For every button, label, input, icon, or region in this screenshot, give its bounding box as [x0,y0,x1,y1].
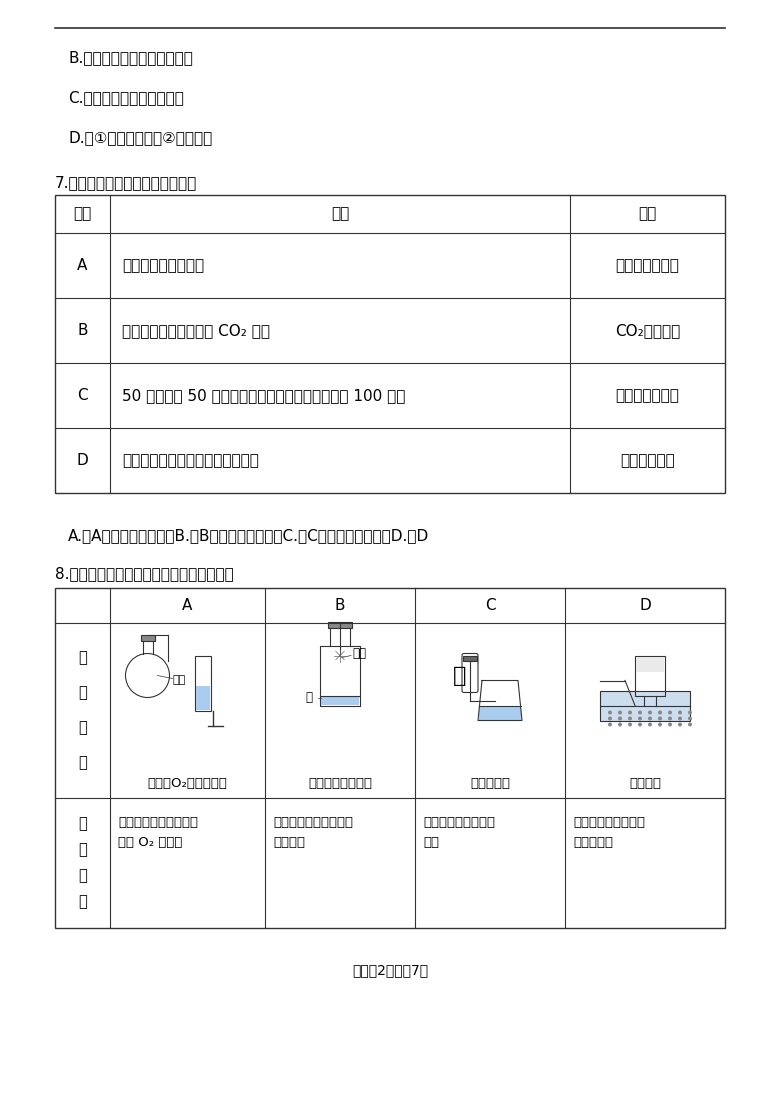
Circle shape [688,717,692,720]
Bar [636,656,664,672]
Bar [328,621,352,628]
Text: 50 毫升水与 50 毫升乙醇混合，混合后总体积小于 100 毫升: 50 毫升水与 50 毫升乙醇混合，混合后总体积小于 100 毫升 [122,388,406,403]
Text: 水: 水 [78,816,87,832]
Text: 防止融融物溅落下来炸: 防止融融物溅落下来炸 [273,816,353,829]
Circle shape [628,717,632,720]
Text: 用: 用 [78,895,87,910]
Text: 容: 容 [78,756,87,771]
Circle shape [688,722,692,727]
Circle shape [628,722,632,727]
Text: 通过量筒中水体积变化: 通过量筒中水体积变化 [118,816,198,829]
Text: 的: 的 [78,843,87,857]
Text: 查。: 查。 [423,836,439,849]
Text: 验: 验 [78,685,87,700]
Circle shape [668,717,672,720]
Text: 何时集满。: 何时集满。 [573,836,613,849]
Circle shape [638,710,642,715]
Text: 红磷: 红磷 [172,675,186,685]
Circle shape [608,717,612,720]
Text: 分子可以再分: 分子可以再分 [620,453,675,468]
Text: 分子在不断运动: 分子在不断运动 [615,258,679,274]
Text: 检查气密性: 检查气密性 [470,777,510,790]
Bar [321,696,359,705]
Circle shape [608,722,612,727]
Text: ✋: ✋ [453,665,466,685]
Text: 裂集气瓶: 裂集气瓶 [273,836,305,849]
Bar [635,655,665,696]
Text: 铁丝: 铁丝 [352,647,366,660]
Circle shape [618,710,622,715]
Text: 铁丝在氧气中燃烧: 铁丝在氧气中燃烧 [308,777,372,790]
Bar [140,634,154,641]
Bar [55,195,725,493]
Text: C: C [484,598,495,613]
Bar [196,685,210,709]
Circle shape [668,710,672,715]
Circle shape [678,722,682,727]
Text: C: C [77,388,88,403]
Text: D.　①表示阴离子，②表示原子: D. ①表示阴离子，②表示原子 [68,130,212,144]
Circle shape [638,717,642,720]
Circle shape [618,717,622,720]
Circle shape [648,722,652,727]
Text: A: A [183,598,193,613]
Text: B: B [335,598,346,613]
Text: 解释: 解释 [638,206,657,222]
Text: D: D [76,453,88,468]
Text: A: A [77,258,87,274]
Circle shape [608,710,612,715]
Circle shape [678,717,682,720]
Text: 降温，便于气密性检: 降温，便于气密性检 [423,816,495,829]
Bar [600,690,690,720]
Text: 试卷第2页，总7页: 试卷第2页，总7页 [352,963,428,977]
Text: CO₂分子很小: CO₂分子很小 [615,323,680,338]
Bar [55,588,725,928]
Circle shape [628,710,632,715]
Bar [194,655,211,710]
Bar [463,655,477,661]
Text: 作: 作 [78,868,87,884]
Text: 内: 内 [78,720,87,736]
Circle shape [658,717,662,720]
Text: 得出 O₂ 的体积: 得出 O₂ 的体积 [118,836,183,849]
Text: 用肉眼不能直接观察到 CO₂ 分子: 用肉眼不能直接观察到 CO₂ 分子 [122,323,270,338]
Text: D: D [639,598,651,613]
Circle shape [688,710,692,715]
Text: 水: 水 [305,690,312,704]
Text: 收集氧气: 收集氧气 [629,777,661,790]
Circle shape [658,722,662,727]
Text: 排净空气，便于观察: 排净空气，便于观察 [573,816,645,829]
Circle shape [648,717,652,720]
Text: 冰受热变为水，水受热变为水蒸气: 冰受热变为水，水受热变为水蒸气 [122,453,259,468]
Text: 分子之间有间隙: 分子之间有间隙 [615,388,679,403]
Circle shape [678,710,682,715]
Text: 7.　以下事实对应的解释错误的是: 7. 以下事实对应的解释错误的是 [55,175,197,190]
Circle shape [648,710,652,715]
Bar [479,706,521,719]
Circle shape [638,722,642,727]
Text: A.　A　　　　　　　　B.　B　　　　　　　　C.　C　　　　　　　　D.　D: A. A B. B C. C D. D [68,528,429,543]
Text: 实: 实 [78,651,87,665]
Bar [320,645,360,706]
Text: 8.　下列实验中对水的作用解释不正确的是: 8. 下列实验中对水的作用解释不正确的是 [55,566,234,581]
Text: B.　它们的核外电子层数相同: B. 它们的核外电子层数相同 [68,50,193,65]
Circle shape [668,722,672,727]
Circle shape [658,710,662,715]
Text: 在花园中可闻到花香: 在花园中可闻到花香 [122,258,204,274]
Text: 序号: 序号 [73,206,91,222]
Text: 空气中O₂的含量测定: 空气中O₂的含量测定 [147,777,228,790]
Text: 事实: 事实 [331,206,349,222]
Text: B: B [77,323,87,338]
Circle shape [618,722,622,727]
Text: C.　它们的核外电子数相同: C. 它们的核外电子数相同 [68,90,184,105]
